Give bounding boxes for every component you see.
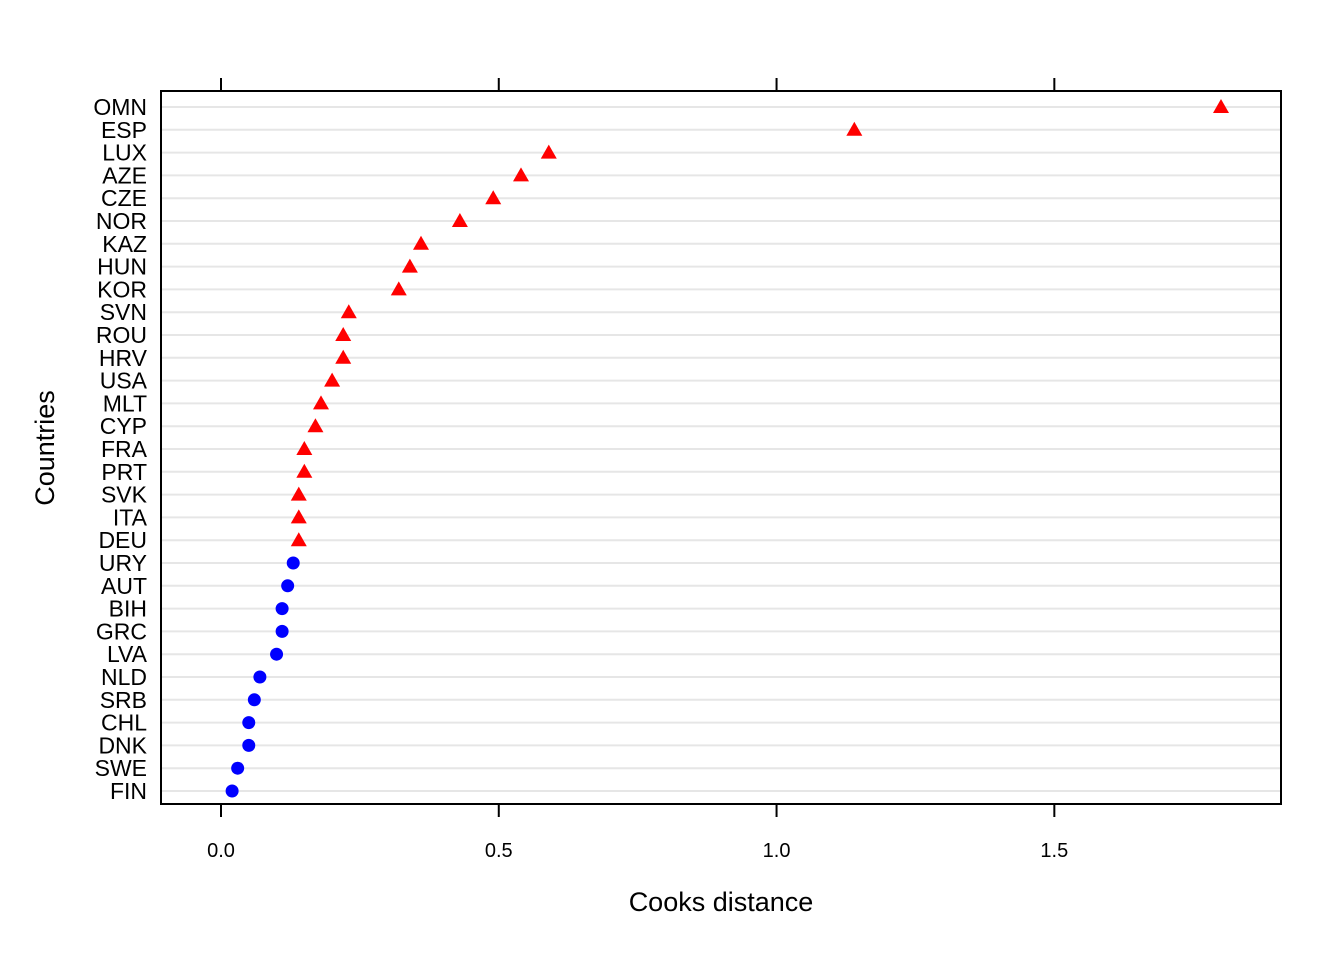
point-fin	[225, 784, 239, 798]
point-usa	[324, 372, 341, 387]
point-esp	[846, 121, 863, 136]
point-ury	[286, 556, 300, 570]
category-label: AUT	[101, 573, 147, 599]
x-tick-label: 0.5	[485, 840, 513, 862]
point-omn	[1213, 99, 1229, 113]
category-label: NLD	[101, 664, 147, 690]
category-label: DEU	[98, 527, 147, 553]
category-label: BIH	[109, 596, 147, 622]
point-svk	[290, 486, 307, 501]
category-label: SRB	[100, 687, 147, 713]
x-tick-label: 0.0	[207, 840, 235, 862]
category-label: PRT	[101, 459, 147, 485]
category-label: MLT	[103, 390, 147, 416]
point-deu	[290, 532, 307, 547]
category-label: GRC	[96, 618, 147, 644]
point-chl	[242, 716, 256, 730]
category-label: HRV	[99, 345, 148, 371]
point-kor	[390, 281, 407, 296]
point-mlt	[313, 395, 329, 410]
data-points	[225, 99, 1229, 798]
x-axis-top-ticks	[220, 78, 1056, 91]
category-label: FRA	[101, 436, 148, 462]
category-label: URY	[99, 550, 147, 576]
category-label: ROU	[96, 322, 147, 348]
point-kaz	[413, 235, 429, 250]
point-swe	[231, 761, 245, 775]
point-bih	[275, 602, 289, 616]
x-axis-bottom: 0.0 0.5 1.0 1.5	[207, 804, 1068, 862]
grid-lines	[162, 106, 1280, 792]
category-label: CYP	[100, 413, 147, 439]
point-ita	[290, 509, 307, 524]
category-label: SWE	[95, 755, 147, 781]
category-label: USA	[100, 368, 148, 394]
category-label: KAZ	[102, 231, 147, 257]
category-label: SVK	[101, 482, 148, 508]
category-label: LVA	[107, 641, 148, 667]
category-label: CHL	[101, 710, 147, 736]
point-rou	[335, 327, 352, 341]
y-axis-title: Countries	[30, 390, 60, 506]
point-srb	[247, 693, 261, 707]
category-label: NOR	[96, 208, 147, 234]
category-label: ITA	[113, 504, 148, 530]
category-label: SVN	[100, 299, 147, 325]
point-nld	[253, 670, 267, 684]
point-lux	[540, 144, 557, 159]
category-label: OMN	[93, 94, 147, 120]
category-label: ESP	[101, 117, 147, 143]
x-tick-label: 1.0	[763, 840, 791, 862]
x-tick-label: 1.5	[1040, 840, 1068, 862]
category-label: KOR	[97, 276, 147, 302]
category-label: LUX	[102, 140, 147, 166]
x-axis-title: Cooks distance	[629, 887, 814, 917]
point-cyp	[307, 418, 324, 433]
point-lva	[270, 647, 284, 661]
point-hrv	[335, 349, 352, 364]
category-label: HUN	[97, 254, 147, 280]
point-svn	[340, 304, 357, 319]
category-label: AZE	[102, 162, 147, 188]
plot-frame	[160, 90, 1282, 805]
point-aut	[281, 579, 295, 593]
y-axis-category-labels: OMNESPLUXAZECZENORKAZHUNKORSVNROUHRVUSAM…	[93, 94, 147, 804]
point-prt	[296, 463, 313, 478]
point-cze	[485, 190, 502, 205]
point-dnk	[242, 738, 256, 752]
point-nor	[451, 213, 468, 227]
category-label: DNK	[98, 732, 147, 758]
category-label: FIN	[110, 778, 147, 804]
point-grc	[275, 624, 289, 638]
point-fra	[296, 441, 313, 455]
point-aze	[513, 167, 529, 182]
point-hun	[401, 258, 418, 273]
category-label: CZE	[101, 185, 147, 211]
